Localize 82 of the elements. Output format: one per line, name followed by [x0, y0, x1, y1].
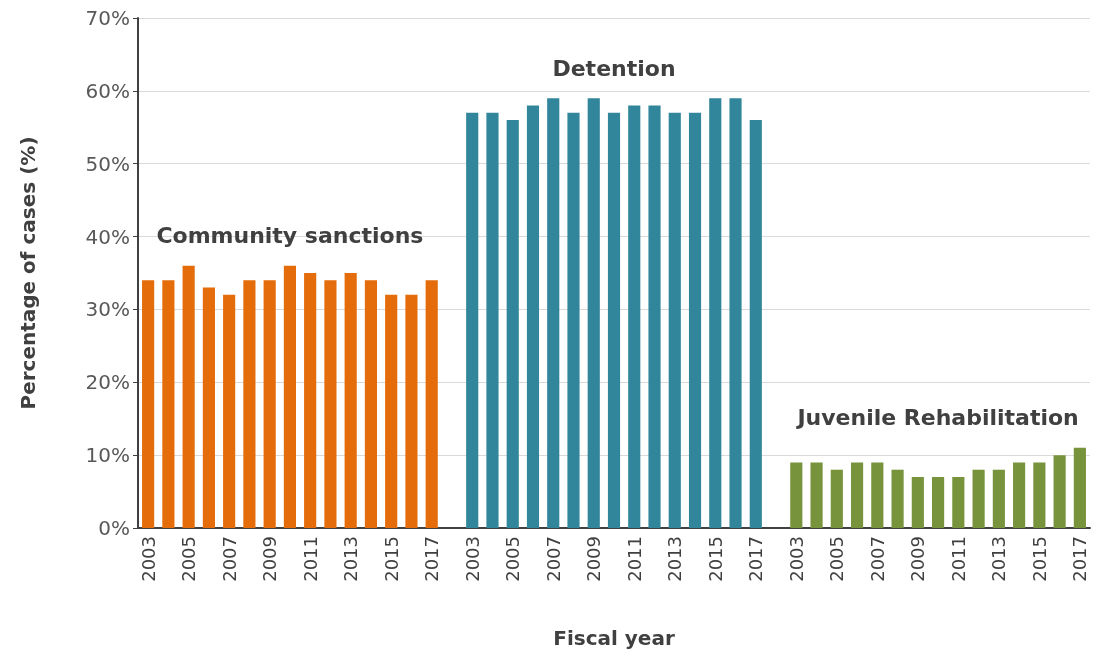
- bar: [425, 280, 438, 528]
- bar: [526, 105, 540, 528]
- bar: [749, 120, 762, 528]
- x-tick-label: 2017: [421, 536, 443, 582]
- x-tick-label: 2017: [745, 536, 767, 582]
- bar: [668, 112, 681, 528]
- x-tick-label: 2005: [178, 536, 200, 582]
- y-tick-label: 60%: [85, 78, 130, 103]
- x-tick-label: 2013: [340, 536, 362, 582]
- bar: [1013, 462, 1026, 528]
- series-label: Juvenile Rehabilitation: [795, 405, 1079, 431]
- bar: [628, 105, 641, 528]
- bar: [850, 462, 864, 528]
- x-tick-label: 2017: [1069, 536, 1091, 582]
- bar: [364, 280, 378, 528]
- bar: [405, 294, 418, 528]
- bar: [1033, 462, 1046, 528]
- x-tick-label: 2009: [907, 536, 929, 582]
- x-tick-label: 2009: [259, 536, 281, 582]
- y-tick-label: 40%: [85, 224, 130, 249]
- bar: [648, 105, 661, 528]
- x-tick-label: 2013: [988, 536, 1010, 582]
- bar: [243, 280, 256, 528]
- x-tick-label: 2015: [380, 536, 402, 582]
- bar: [1053, 455, 1066, 528]
- bar: [324, 280, 337, 528]
- x-tick-label: 2007: [542, 536, 564, 582]
- bar: [162, 280, 175, 528]
- x-tick-label: 2011: [623, 536, 645, 582]
- x-tick-label: 2005: [826, 536, 848, 582]
- bar: [182, 265, 195, 528]
- y-tick-label: 70%: [85, 6, 130, 30]
- bar: [891, 469, 904, 528]
- x-tick-label: 2015: [704, 536, 726, 582]
- bar: [729, 98, 742, 528]
- bar: [790, 462, 803, 528]
- bar: [932, 477, 945, 528]
- bar: [283, 265, 296, 528]
- bar: [263, 280, 276, 528]
- bar: [992, 469, 1005, 528]
- bar: [587, 98, 600, 528]
- y-tick-label: 10%: [85, 443, 130, 468]
- bar: [223, 294, 236, 528]
- bar: [506, 120, 519, 528]
- x-tick-label: 2005: [502, 536, 524, 582]
- bar: [911, 477, 924, 528]
- bar: [385, 294, 398, 528]
- bar: [830, 469, 843, 528]
- bar: [567, 112, 580, 528]
- series-label: Community sanctions: [156, 223, 424, 249]
- x-tick-label: 2009: [583, 536, 605, 582]
- y-tick-label: 50%: [85, 151, 130, 176]
- bar: [871, 462, 884, 528]
- bar: [1073, 447, 1086, 528]
- y-tick-label: 20%: [85, 370, 130, 395]
- y-tick-label: 0%: [98, 516, 130, 540]
- bar: [952, 477, 965, 528]
- bar: [142, 280, 155, 528]
- bar: [344, 273, 357, 528]
- bar: [304, 273, 317, 528]
- bar: [607, 112, 621, 528]
- x-tick-label: 2015: [1028, 536, 1050, 582]
- x-tick-label: 2011: [299, 536, 321, 582]
- y-axis-title: Percentage of cases (%): [16, 136, 40, 410]
- bar: [688, 112, 702, 528]
- bar: [810, 462, 823, 528]
- x-tick-label: 2011: [947, 536, 969, 582]
- bar: [709, 98, 722, 528]
- bar: [972, 469, 985, 528]
- x-tick-label: 2003: [137, 536, 159, 582]
- bar: [486, 112, 499, 528]
- y-tick-label: 30%: [85, 297, 130, 322]
- series-label: Detention: [552, 55, 676, 81]
- x-tick-label: 2007: [218, 536, 240, 582]
- x-tick-label: 2003: [785, 536, 807, 582]
- bar: [202, 287, 215, 528]
- bar: [466, 112, 479, 528]
- bar: [547, 98, 560, 528]
- x-axis-title: Fiscal year: [553, 626, 675, 650]
- x-tick-label: 2013: [664, 536, 686, 582]
- x-tick-label: 2007: [866, 536, 888, 582]
- x-tick-label: 2003: [461, 536, 483, 582]
